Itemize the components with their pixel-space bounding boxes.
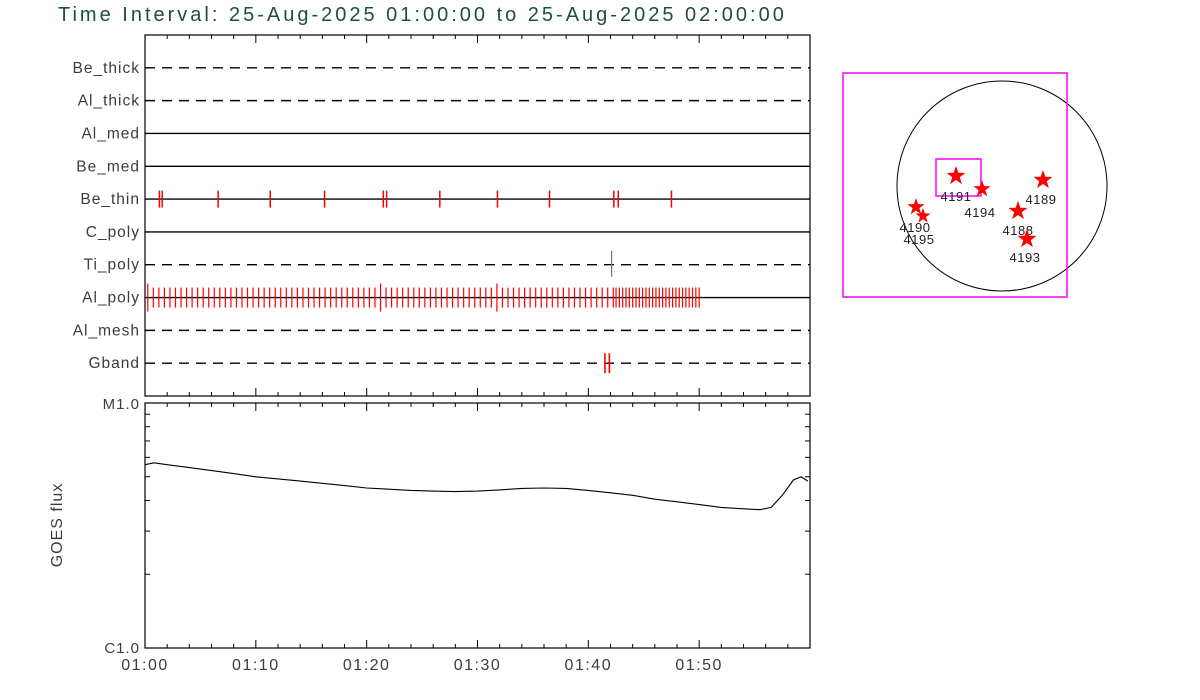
goes-ymin-label: C1.0: [104, 640, 140, 657]
channel-label-al_poly: Al_poly: [82, 290, 140, 307]
channel-label-al_mesh: Al_mesh: [73, 322, 140, 339]
solar-disk-circle: [896, 80, 1108, 292]
x-axis-label: 01:40: [565, 657, 613, 674]
channel-label-be_thick: Be_thick: [73, 60, 140, 77]
active-region-label: 4190: [900, 220, 931, 235]
active-region-star: [973, 180, 991, 197]
goes-ymax-label: M1.0: [103, 396, 140, 413]
goes-panel-frame: [144, 402, 811, 649]
page-title: Time Interval: 25-Aug-2025 01:00:00 to 2…: [58, 4, 787, 26]
x-axis-label: 01:00: [121, 657, 169, 674]
x-axis-label: 01:30: [454, 657, 502, 674]
x-axis-label: 01:10: [232, 657, 280, 674]
channel-label-gband: Gband: [88, 355, 140, 372]
channel-label-be_med: Be_med: [76, 158, 140, 175]
active-region-label: 4195: [904, 232, 935, 247]
fov-box: [842, 72, 1068, 298]
active-region-label: 4193: [1010, 250, 1041, 265]
active-region-star: [1008, 201, 1028, 220]
active-region-star: [946, 166, 966, 185]
filter-panel-frame: [144, 34, 811, 397]
channel-label-ti_poly: Ti_poly: [84, 257, 140, 274]
goes-flux-curve: [144, 462, 809, 511]
active-region-label: 4189: [1026, 192, 1057, 207]
active-region-label: 4191: [941, 189, 972, 204]
active-region-star: [907, 198, 925, 215]
goes-ylabel: GOES flux: [49, 483, 66, 568]
active-region-star: [1033, 170, 1053, 189]
active-region-star: [915, 208, 931, 223]
channel-label-al_med: Al_med: [81, 125, 140, 142]
target-box: [935, 158, 982, 197]
channel-label-be_thin: Be_thin: [80, 191, 140, 208]
x-axis-label: 01:20: [343, 657, 391, 674]
active-region-star: [1017, 229, 1037, 248]
active-region-label: 4194: [965, 205, 996, 220]
channel-label-c_poly: C_poly: [86, 224, 140, 241]
channel-label-al_thick: Al_thick: [78, 93, 140, 110]
x-axis-label: 01:50: [675, 657, 723, 674]
